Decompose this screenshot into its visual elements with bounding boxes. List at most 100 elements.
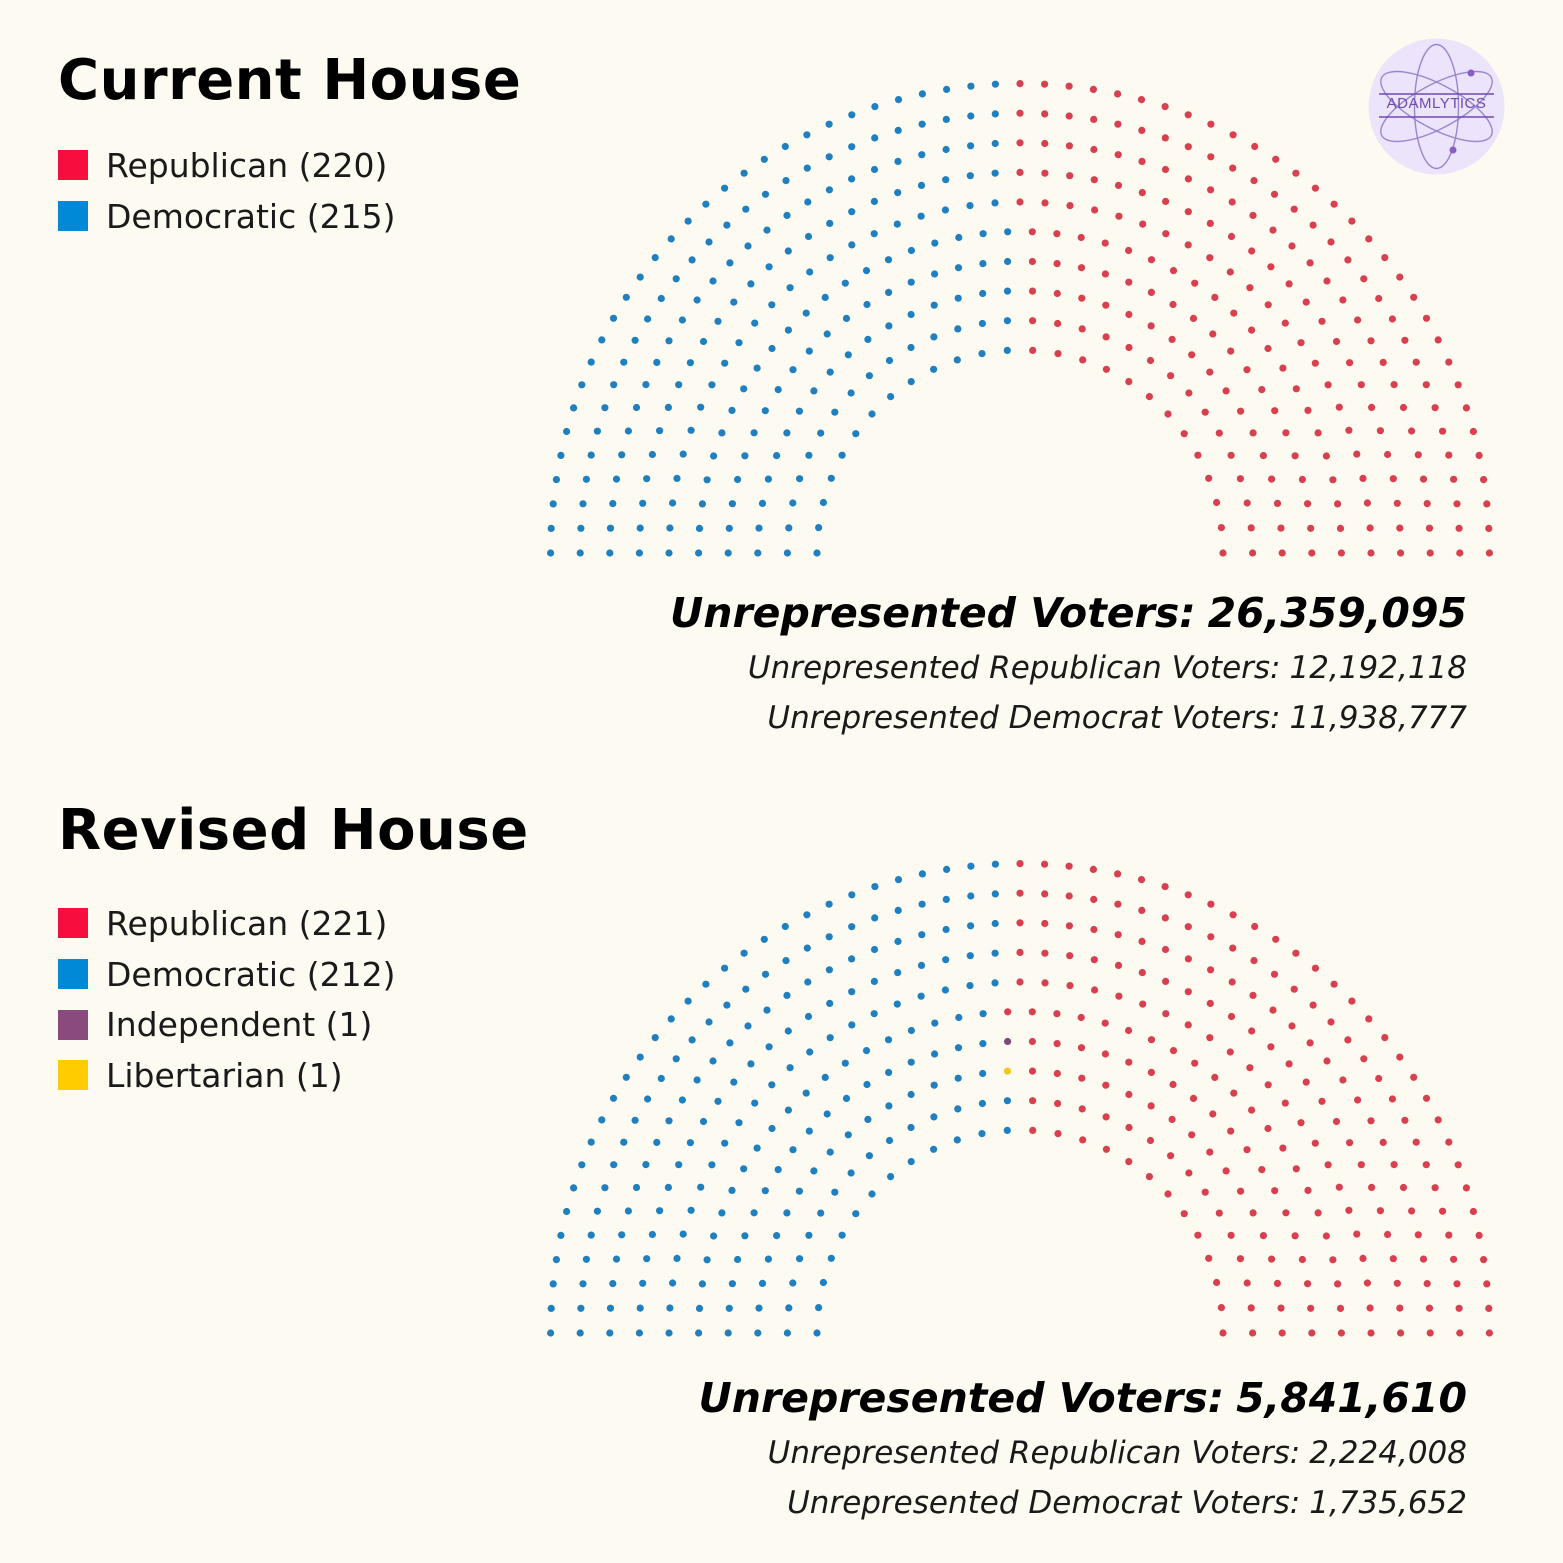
seat-republican [1434, 1116, 1442, 1124]
seat-democratic [635, 1329, 644, 1337]
seat-democratic [552, 476, 561, 484]
seat-democratic [710, 452, 718, 460]
legend-item-democratic: Democratic (215) [58, 191, 395, 242]
seat-republican [1138, 969, 1146, 977]
seat-democratic [664, 403, 673, 411]
seat-democratic [761, 190, 770, 198]
seat-republican [1483, 1280, 1491, 1288]
seat-democratic [695, 524, 704, 533]
seat-republican [1207, 966, 1215, 974]
seat-democratic [979, 289, 987, 298]
seat-democratic [620, 358, 628, 366]
seat-republican [1167, 372, 1175, 380]
seat-democratic [885, 1102, 893, 1110]
seat-democratic [864, 1115, 872, 1123]
seat-democratic [826, 219, 834, 227]
legend-item-libertarian: Libertarian (1) [58, 1050, 395, 1101]
seat-democratic [667, 235, 675, 243]
seat-republican [1456, 1329, 1464, 1337]
seat-republican [1217, 524, 1225, 532]
seat-republican [1243, 1279, 1251, 1287]
seat-republican [1114, 151, 1122, 159]
revised-house-totals: Unrepresented Voters: 5,841,610 Unrepres… [698, 1368, 1467, 1528]
seat-democratic [954, 294, 962, 302]
seat-republican [1138, 157, 1146, 165]
seat-democratic [917, 212, 925, 220]
seat-democratic [844, 1131, 852, 1139]
seat-republican [1205, 474, 1213, 482]
seat-republican [1367, 337, 1375, 345]
seat-democratic [805, 1127, 813, 1135]
legend-label-democratic: Democratic (215) [106, 196, 396, 236]
seat-democratic [687, 1206, 695, 1214]
seat-republican [1330, 200, 1338, 208]
seat-republican [1423, 1280, 1431, 1288]
seat-republican [1246, 284, 1254, 292]
seat-democratic [598, 336, 606, 344]
seat-democratic [656, 1207, 664, 1215]
seat-democratic [826, 1148, 834, 1156]
seat-democratic [789, 1279, 797, 1287]
seat-democratic [893, 220, 901, 228]
seat-republican [1184, 111, 1192, 119]
seat-democratic [813, 1329, 821, 1337]
seat-republican [1180, 1210, 1188, 1218]
seat-republican [1290, 985, 1298, 993]
seat-republican [1207, 153, 1215, 161]
seat-republican [1259, 1232, 1267, 1240]
seat-republican [1169, 1047, 1178, 1055]
seat-republican [1041, 890, 1049, 898]
seat-democratic [563, 427, 571, 436]
seat-democratic [563, 1207, 571, 1216]
seat-democratic [699, 1117, 708, 1126]
seat-democratic [823, 1110, 831, 1118]
seat-republican [1189, 314, 1198, 322]
seat-republican [1090, 895, 1098, 903]
seat-republican [1184, 241, 1192, 249]
seat-republican [1041, 169, 1049, 177]
seat-democratic [606, 1304, 615, 1312]
seat-democratic [672, 275, 680, 283]
seat-republican [1251, 922, 1259, 931]
seat-democratic [606, 524, 615, 532]
seat-republican [1346, 1139, 1354, 1147]
seat-republican [1304, 1280, 1312, 1288]
seat-republican [1161, 134, 1169, 142]
seat-republican [1164, 410, 1172, 418]
seat-democratic [643, 1255, 651, 1263]
seat-democratic [967, 112, 975, 120]
seat-democratic [852, 1210, 860, 1218]
seat-republican [1164, 1190, 1172, 1198]
seat-democratic [740, 1165, 748, 1173]
seat-republican [1191, 1059, 1199, 1067]
seat-democratic [754, 1329, 762, 1337]
seat-democratic [751, 319, 759, 327]
seat-democratic [803, 911, 811, 919]
seat-republican [1227, 1127, 1235, 1135]
seat-republican [1304, 406, 1312, 414]
seat-democratic [549, 500, 557, 508]
seat-republican [1475, 451, 1483, 459]
seat-republican [1077, 233, 1085, 242]
seat-republican [1147, 322, 1155, 330]
seat-republican [1139, 220, 1147, 228]
seat-democratic [664, 1183, 673, 1191]
seat-republican [1423, 500, 1431, 508]
seat-democratic [622, 1073, 630, 1081]
seat-republican [1228, 198, 1236, 206]
seat-republican [1065, 112, 1073, 120]
seat-democratic [806, 1048, 814, 1056]
seat-democratic [678, 316, 687, 324]
seat-republican [1079, 356, 1087, 364]
seat-republican [1041, 139, 1049, 148]
seat-democratic [871, 134, 879, 142]
seat-democratic [761, 407, 769, 415]
seat-republican [1348, 997, 1356, 1005]
seat-republican [1292, 169, 1300, 177]
seat-democratic [1003, 1097, 1012, 1105]
seat-democratic [1004, 257, 1012, 266]
seat-democratic [847, 389, 855, 397]
seat-democratic [657, 1074, 665, 1083]
seat-democratic [643, 475, 651, 483]
seat-libertarian [1003, 1067, 1012, 1075]
